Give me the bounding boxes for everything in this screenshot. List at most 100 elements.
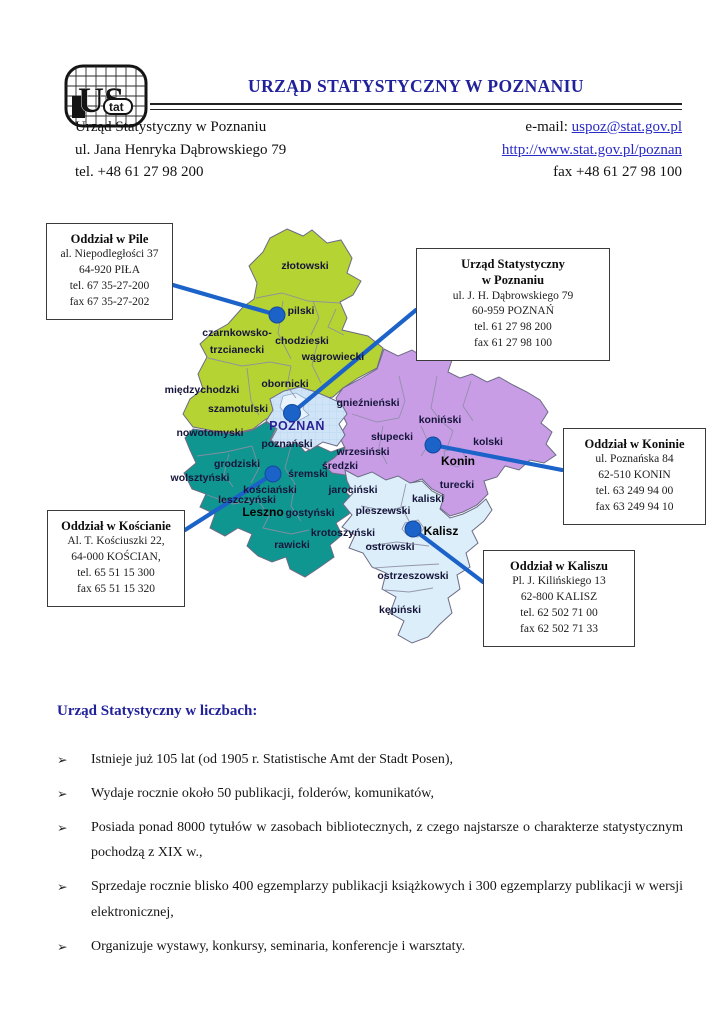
map-label-capital: POZNAŃ [269,419,325,433]
callout-konin: Oddział w Koninie ul. Poznańska 84 62-510 … [563,428,706,525]
map-label-district: międzychodzki [164,384,240,396]
map-label-district: kępiński [378,604,422,616]
contact-block-left: Urząd Statystyczny w Poznaniu ul. Jana H… [75,116,286,184]
map-label-city: Leszno [242,505,284,519]
callout-line: tel. 61 27 98 200 [474,321,552,334]
office-dot-koscian [264,465,282,483]
map-label-district: ostrowski [365,541,415,553]
map-label-district: ostrzeszowski [377,570,449,582]
map-label-district: jarociński [328,484,378,496]
callout-koscian: Oddział w Kościanie Al. T. Kościuszki 22,… [47,510,185,607]
callout-line: Pl. J. Kilińskiego 13 [512,575,606,588]
map-label-district: trzcianecki [209,344,265,356]
facts-section: Urząd Statystyczny w liczbach: ➢ Istnieje… [57,703,683,967]
website-link[interactable]: http://www.stat.gov.pl/poznan [501,141,682,158]
callout-line: fax 65 51 15 320 [77,582,155,595]
map-label-district: złotowski [281,260,329,272]
map-label-district: poznański [261,438,313,450]
callout-line: fax 67 35-27-202 [69,295,150,308]
map: złotowski pilski czarnkowsko-trzcianecki ch… [0,215,724,675]
fact-item: ➢ Organizuje wystawy, konkursy, seminaria… [57,934,683,960]
callout-title: Oddział w Kaliszu [510,559,608,573]
map-label-city: Kalisz [423,524,459,538]
map-label-district: koniński [418,414,462,426]
map-label-district: krotoszyński [310,527,376,539]
map-label-district: wrzesiński [336,446,390,458]
fact-text: Wydaje rocznie około 50 publikacji, fold… [91,785,434,801]
callout-line: 60-959 POZNAŃ [471,305,555,318]
callout-title: Oddział w Kościanie [61,519,171,533]
map-label-district: pilski [287,305,315,317]
page-title: URZĄD STATYSTYCZNY W POZNANIU [248,76,584,96]
map-label-district: słupecki [370,431,414,443]
arrow-bullet-icon: ➢ [57,939,68,954]
callout-line: tel. 63 249 94 00 [595,484,674,497]
office-dot-pila [268,306,286,324]
map-label-district: nowotomyski [176,427,244,439]
fact-item: ➢ Posiada ponad 8000 tytułów w zasobach b… [57,815,683,867]
callout-kalisz: Oddział w Kaliszu Pl. J. Kilińskiego 13 62… [483,550,635,647]
facts-heading: Urząd Statystyczny w liczbach: [57,703,258,719]
map-label-district: kaliski [411,493,445,505]
arrow-bullet-icon: ➢ [57,753,68,767]
map-label-district: pleszewski [355,505,411,517]
fact-text: Posiada ponad 8000 tytułów w zasobach bi… [91,819,683,861]
map-label-district: gnieźnieński [336,397,400,409]
callout-connectors [170,282,565,585]
title-divider [150,103,682,110]
office-dot-poznan [283,404,301,422]
ustat-logo: US tat [64,64,148,128]
map-label-district: wolsztyński [170,472,230,484]
callout-title: w Poznaniu [481,273,545,288]
callout-line: al. Niepodległości 37 [60,248,159,261]
office-address: ul. Jana Henryka Dąbrowskiego 79 [75,141,287,158]
facts-list: ➢ Istnieje już 105 lat (od 1905 r. Statis… [57,747,683,959]
map-label-district: gostyński [285,507,335,519]
map-label-district: leszczyński [218,494,276,506]
website-row: http://www.stat.gov.pl/poznan [502,139,682,162]
map-label-district: chodzieski [275,335,329,347]
arrow-bullet-icon: ➢ [57,880,68,894]
map-label-district: średzki [321,460,359,472]
callout-title: Urząd Statystyczny [461,257,565,271]
contact-block-right: e-mail: uspoz@stat.gov.pl http://www.sta… [502,116,682,184]
office-phone: tel. +48 61 27 98 200 [75,164,204,180]
office-dots [264,306,442,538]
callout-pila: Oddział w Pile al. Niepodległości 37 64-92… [46,223,173,320]
map-label-district: czarnkowsko- [202,327,272,339]
email-row: e-mail: uspoz@stat.gov.pl [502,116,682,139]
callout-line: 64-000 KOŚCIAN, [71,551,161,564]
callout-poznan: Urząd Statystyczny w Poznaniu ul. J. H. Dą… [416,248,610,361]
callout-line: ul. Poznańska 84 [595,453,674,466]
arrow-bullet-icon: ➢ [57,786,68,801]
region-kalisz-pale [341,469,493,644]
callout-line: fax 62 502 71 33 [520,622,598,635]
map-label-district: kolski [473,436,503,448]
district-borders [196,292,474,593]
callout-line: fax 61 27 98 100 [474,337,552,350]
email-label: e-mail: [525,119,572,135]
fact-item: ➢ Istnieje już 105 lat (od 1905 r. Statis… [57,747,683,773]
fact-text: Organizuje wystawy, konkursy, seminaria,… [91,938,466,954]
fact-item: ➢ Wydaje rocznie około 50 publikacji, fol… [57,781,683,807]
email-link[interactable]: uspoz@stat.gov.pl [571,119,682,135]
arrow-bullet-icon: ➢ [57,820,68,835]
callout-line: tel. 65 51 15 300 [77,566,155,579]
callout-line: tel. 62 502 71 00 [520,606,598,619]
map-label-district: kościański [243,484,297,496]
callout-line: tel. 67 35-27-200 [69,279,150,292]
map-label-district: rawicki [274,539,310,551]
logo-small-text: tat [109,100,124,114]
map-label-district: obornicki [261,378,309,390]
office-fax: fax +48 61 27 98 100 [553,164,682,180]
map-label-district: szamotulski [207,403,269,415]
map-label-district: grodziski [213,458,261,470]
callout-line: 62-800 KALISZ [520,591,598,604]
connector-kalisz [410,526,486,585]
office-name: Urząd Statystyczny w Poznaniu [75,119,267,135]
callout-title: Oddział w Pile [70,232,149,246]
map-label-city: Konin [441,454,475,468]
map-label-district: wągrowiecki [301,351,365,363]
connector-pila [170,282,280,318]
